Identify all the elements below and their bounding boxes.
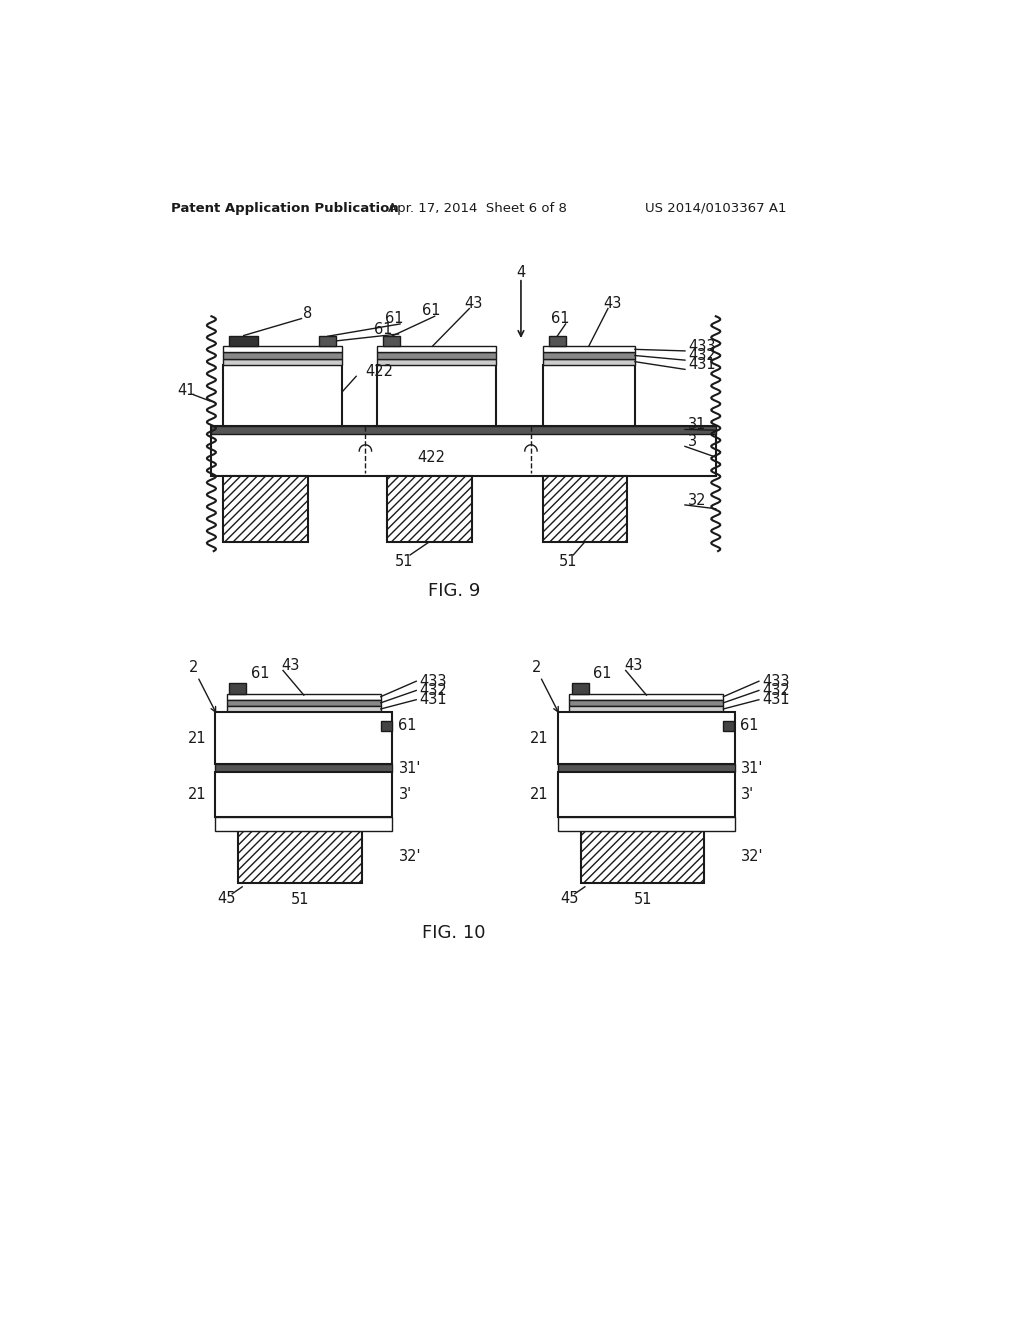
Text: 2: 2 (531, 660, 541, 675)
Text: 433: 433 (688, 339, 716, 354)
Bar (319, 337, 336, 346)
Bar (211, 426, 716, 477)
Bar (383, 337, 400, 346)
Text: 432: 432 (419, 682, 447, 698)
Text: 61: 61 (251, 667, 269, 681)
Bar (223, 352, 342, 359)
Bar (229, 335, 258, 346)
Text: 3: 3 (688, 434, 697, 449)
Text: FIG. 9: FIG. 9 (428, 582, 480, 601)
Text: 432: 432 (688, 348, 716, 363)
Text: 61: 61 (593, 667, 611, 681)
Text: Apr. 17, 2014  Sheet 6 of 8: Apr. 17, 2014 Sheet 6 of 8 (388, 202, 566, 215)
Text: 51: 51 (559, 554, 578, 569)
Text: 45: 45 (560, 891, 579, 906)
Text: 431: 431 (688, 358, 716, 372)
Bar (581, 830, 705, 883)
Text: 32': 32' (398, 849, 421, 865)
Text: 422: 422 (417, 450, 444, 465)
Text: 51: 51 (634, 892, 652, 907)
Text: 31: 31 (688, 417, 707, 433)
Text: 3': 3' (398, 787, 412, 803)
Bar (543, 364, 635, 426)
Text: Patent Application Publication: Patent Application Publication (171, 202, 398, 215)
Bar (543, 477, 628, 543)
Text: 433: 433 (419, 673, 446, 689)
Text: 422: 422 (366, 364, 393, 379)
Text: 43: 43 (603, 296, 622, 310)
Text: 43: 43 (465, 296, 483, 310)
Bar (215, 764, 392, 772)
Bar (558, 817, 735, 830)
Text: 32': 32' (741, 849, 764, 865)
Bar (381, 721, 391, 731)
Bar (543, 352, 635, 359)
Bar (211, 426, 716, 434)
Bar (377, 352, 497, 359)
Bar (223, 346, 342, 352)
Text: 432: 432 (762, 682, 790, 698)
Bar (377, 364, 497, 426)
Text: 61: 61 (740, 718, 759, 734)
Bar (226, 693, 381, 700)
Text: 2: 2 (189, 660, 199, 675)
Bar (571, 682, 589, 693)
Bar (215, 711, 392, 764)
Bar (569, 700, 724, 706)
Bar (226, 700, 381, 706)
Text: 61: 61 (422, 304, 440, 318)
Text: 21: 21 (187, 787, 206, 803)
Text: 45: 45 (217, 891, 237, 906)
Text: 43: 43 (282, 659, 300, 673)
Text: 51: 51 (291, 892, 309, 907)
Bar (377, 346, 497, 352)
Text: FIG. 10: FIG. 10 (422, 924, 485, 942)
Bar (549, 337, 565, 346)
Bar (558, 772, 735, 817)
Text: 61: 61 (374, 322, 392, 337)
Bar (215, 772, 392, 817)
Bar (226, 706, 381, 711)
Text: 31': 31' (398, 760, 421, 776)
Text: 32: 32 (688, 492, 707, 508)
Bar (558, 764, 735, 772)
Text: 61: 61 (397, 718, 416, 734)
Text: 431: 431 (762, 692, 790, 708)
Bar (223, 359, 342, 364)
Text: 61: 61 (551, 312, 569, 326)
Bar (223, 477, 307, 543)
Bar (543, 346, 635, 352)
Bar (724, 721, 734, 731)
Bar (239, 830, 361, 883)
Bar (215, 817, 392, 830)
Text: 431: 431 (419, 692, 446, 708)
Text: 433: 433 (762, 673, 790, 689)
Text: 21: 21 (530, 731, 549, 746)
Bar (223, 364, 342, 426)
Text: 21: 21 (530, 787, 549, 803)
Bar (387, 477, 472, 543)
Bar (377, 359, 497, 364)
Text: 8: 8 (303, 306, 312, 322)
Text: 41: 41 (177, 383, 196, 399)
Text: 3': 3' (741, 787, 755, 803)
Text: US 2014/0103367 A1: US 2014/0103367 A1 (645, 202, 786, 215)
Text: 4: 4 (516, 265, 525, 280)
Bar (229, 682, 246, 693)
Bar (543, 359, 635, 364)
Bar (558, 711, 735, 764)
Bar (569, 693, 724, 700)
Text: 31': 31' (741, 760, 764, 776)
Text: 51: 51 (394, 554, 413, 569)
Text: 43: 43 (625, 659, 642, 673)
Text: 21: 21 (187, 731, 206, 746)
Bar (569, 706, 724, 711)
Text: 61: 61 (385, 312, 403, 326)
